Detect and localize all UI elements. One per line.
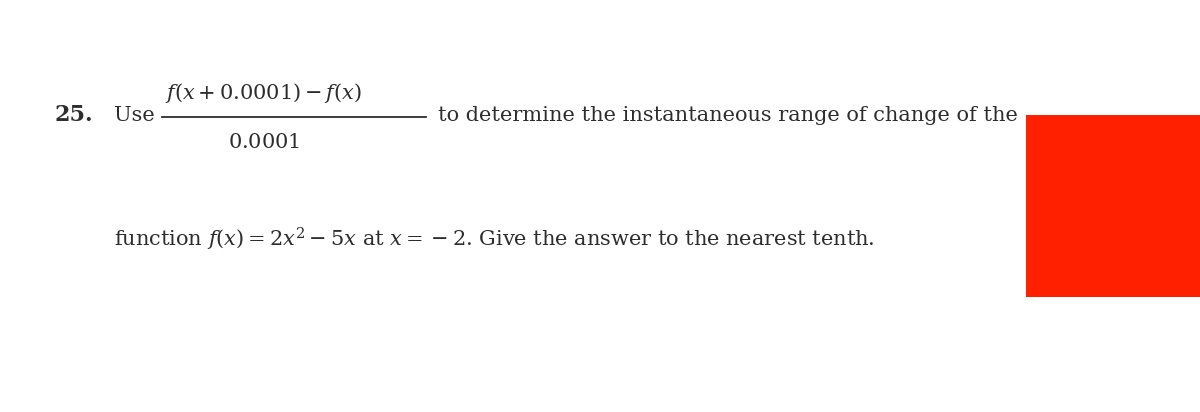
Bar (1026, 115, 1200, 297)
Text: $f(x+0.0001)-f(x)$: $f(x+0.0001)-f(x)$ (166, 81, 362, 105)
Text: 25.: 25. (54, 104, 92, 126)
Text: function $f(x) = 2x^2 - 5x$ at $x = -2$. Give the answer to the nearest tenth.: function $f(x) = 2x^2 - 5x$ at $x = -2$.… (114, 225, 875, 253)
Text: $0.0001$: $0.0001$ (228, 132, 300, 152)
Text: Use: Use (114, 106, 155, 125)
Text: to determine the instantaneous range of change of the: to determine the instantaneous range of … (438, 106, 1018, 125)
